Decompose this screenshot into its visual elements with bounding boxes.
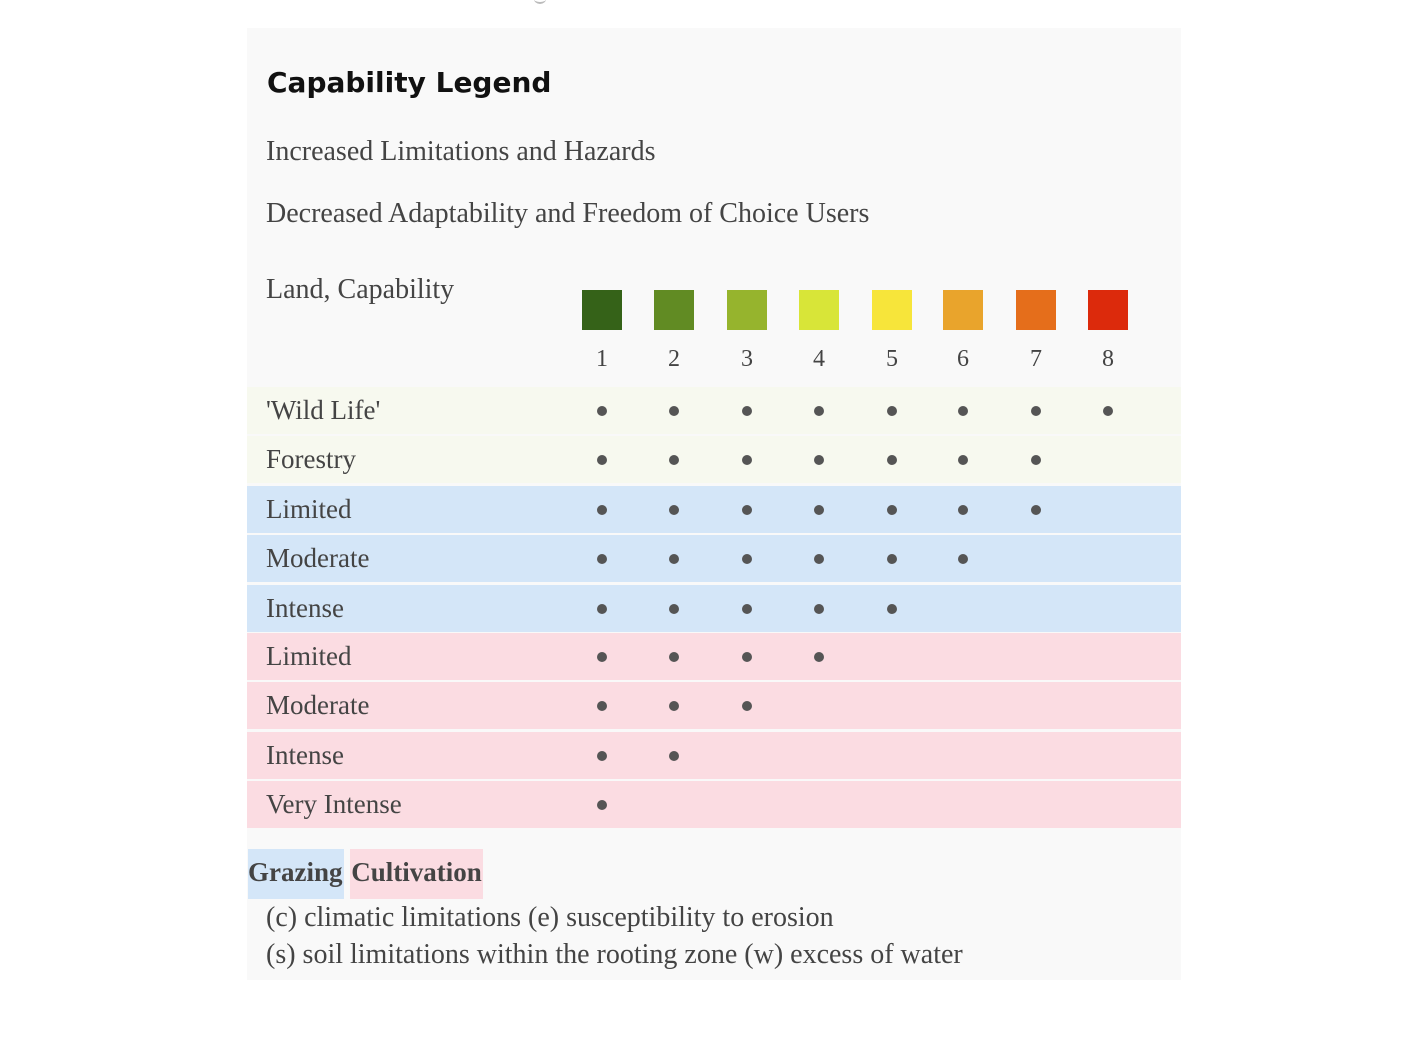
class-1-dot [597,751,607,761]
class-3-dot [742,554,752,564]
class-7-swatch [1016,290,1056,330]
table-row: Moderate [247,682,1181,729]
class-1-dot [597,554,607,564]
table-row: Very Intense [247,781,1181,828]
class-6-dot [958,505,968,515]
class-5-number: 5 [886,346,898,372]
row-label: 'Wild Life' [266,395,381,425]
class-5-swatch [872,290,912,330]
capability-legend-panel: Capability Legend Increased Limitations … [247,28,1181,980]
class-1-dot [597,505,607,515]
class-3-dot [742,701,752,711]
class-6-dot [958,455,968,465]
class-3-dot [742,505,752,515]
class-1-dot [597,652,607,662]
class-4-dot [814,652,824,662]
row-label: Forestry [266,444,356,474]
subtitle-adaptability: Decreased Adaptability and Freedom of Ch… [266,198,870,229]
class-2-dot [669,406,679,416]
row-label: Moderate [266,543,370,573]
class-1-dot [597,604,607,614]
class-5-dot [887,455,897,465]
class-8-number: 8 [1102,346,1114,372]
table-row: 'Wild Life' [247,387,1181,434]
class-7-dot [1031,455,1041,465]
class-6-dot [958,554,968,564]
class-3-dot [742,652,752,662]
row-label: Limited [266,494,352,524]
class-1-dot [597,455,607,465]
top-decoration [534,0,546,4]
class-5-dot [887,604,897,614]
land-capability-label: Land, Capability [266,274,455,305]
class-2-number: 2 [668,346,680,372]
class-4-dot [814,455,824,465]
class-2-dot [669,652,679,662]
table-row: Limited [247,486,1181,533]
class-4-swatch [799,290,839,330]
row-label: Limited [266,641,352,671]
class-2-dot [669,505,679,515]
class-1-dot [597,701,607,711]
class-4-dot [814,406,824,416]
class-5-dot [887,505,897,515]
class-4-dot [814,505,824,515]
class-4-number: 4 [813,346,825,372]
subtitle-limitations: Increased Limitations and Hazards [266,136,656,167]
class-6-dot [958,406,968,416]
class-2-dot [669,455,679,465]
class-3-dot [742,406,752,416]
table-row: Moderate [247,535,1181,582]
grazing-legend-badge: Grazing [248,849,344,899]
footnote-soil-water: (s) soil limitations within the rooting … [266,939,963,970]
class-4-dot [814,554,824,564]
class-7-dot [1031,406,1041,416]
class-1-dot [597,406,607,416]
class-8-swatch [1088,290,1128,330]
class-2-swatch [654,290,694,330]
class-2-dot [669,554,679,564]
class-3-dot [742,604,752,614]
class-6-swatch [943,290,983,330]
class-5-dot [887,554,897,564]
class-4-dot [814,604,824,614]
legend-title: Capability Legend [267,66,552,99]
row-label: Intense [266,740,344,770]
table-row: Forestry [247,436,1181,483]
row-label: Very Intense [266,789,402,819]
table-row: Intense [247,732,1181,779]
class-7-dot [1031,505,1041,515]
class-1-swatch [582,290,622,330]
table-row: Intense [247,585,1181,632]
class-3-swatch [727,290,767,330]
class-1-dot [597,800,607,810]
class-2-dot [669,604,679,614]
table-row: Limited [247,633,1181,680]
footnote-climatic-erosion: (c) climatic limitations (e) susceptibil… [266,902,834,933]
row-label: Intense [266,593,344,623]
class-6-number: 6 [957,346,969,372]
class-2-dot [669,701,679,711]
class-8-dot [1103,406,1113,416]
row-label: Moderate [266,690,370,720]
cultivation-legend-badge: Cultivation [350,849,483,899]
class-5-dot [887,406,897,416]
class-7-number: 7 [1030,346,1042,372]
class-2-dot [669,751,679,761]
class-3-number: 3 [741,346,753,372]
class-3-dot [742,455,752,465]
class-1-number: 1 [596,346,608,372]
